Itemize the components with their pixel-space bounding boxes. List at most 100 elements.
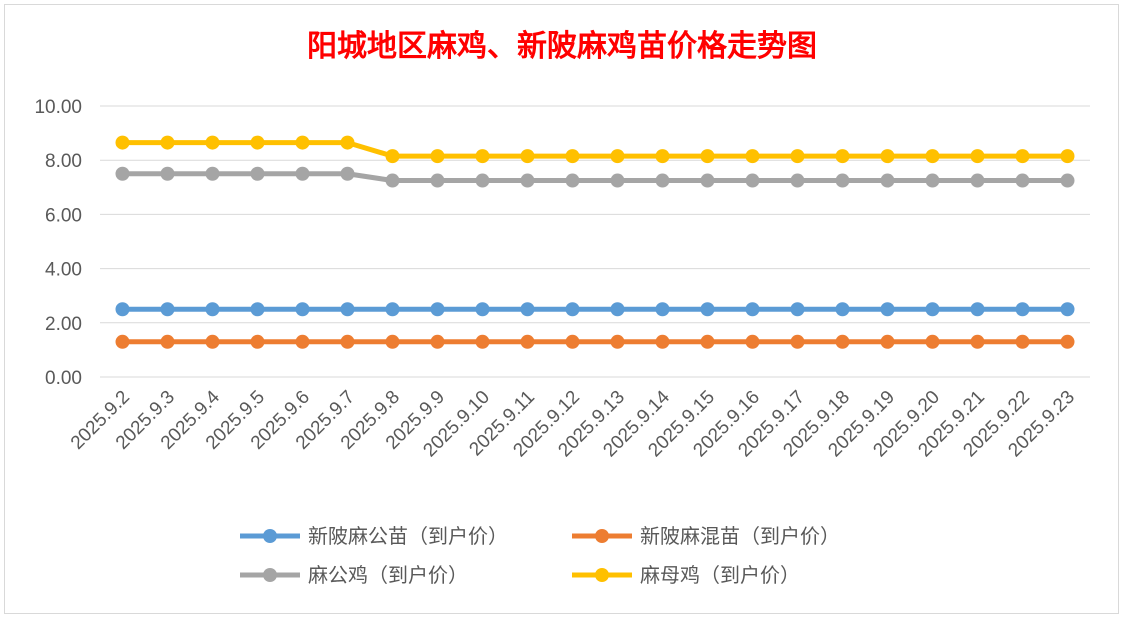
- data-point: [160, 166, 175, 181]
- data-point: [925, 173, 940, 188]
- legend-item: 新陂麻混苗（到户价）: [572, 524, 840, 548]
- data-point: [700, 334, 715, 349]
- data-point: [1015, 302, 1030, 317]
- legend-swatch-marker: [263, 529, 277, 543]
- data-point: [430, 149, 445, 164]
- y-tick-label: 2.00: [45, 314, 82, 335]
- legend-swatch-marker: [595, 568, 609, 582]
- data-point: [970, 149, 985, 164]
- data-point: [475, 302, 490, 317]
- data-point: [520, 334, 535, 349]
- data-point: [880, 149, 895, 164]
- data-point: [340, 135, 355, 150]
- data-point: [745, 302, 760, 317]
- data-point: [610, 149, 625, 164]
- data-point: [205, 334, 220, 349]
- series-line: [122, 171, 1068, 184]
- series-1: [115, 334, 1075, 349]
- data-point: [745, 173, 760, 188]
- data-point: [790, 334, 805, 349]
- grid: [100, 105, 1090, 378]
- data-point: [925, 149, 940, 164]
- series-0: [115, 302, 1075, 317]
- data-point: [340, 334, 355, 349]
- data-point: [385, 173, 400, 188]
- x-axis-ticks: 2025.9.22025.9.32025.9.42025.9.52025.9.6…: [67, 386, 1079, 461]
- data-point: [790, 173, 805, 188]
- y-axis-ticks: 0.00 2.00 4.00 6.00 8.00 10.00: [34, 97, 82, 389]
- data-point: [205, 302, 220, 317]
- y-tick-label: 6.00: [45, 205, 82, 226]
- data-point: [115, 302, 130, 317]
- data-point: [385, 334, 400, 349]
- data-point: [250, 166, 265, 181]
- data-point: [340, 166, 355, 181]
- y-tick-label: 0.00: [45, 368, 82, 389]
- data-point: [520, 302, 535, 317]
- data-point: [565, 149, 580, 164]
- data-point: [115, 135, 130, 150]
- data-point: [205, 166, 220, 181]
- data-point: [1015, 149, 1030, 164]
- data-point: [790, 149, 805, 164]
- legend-label: 新陂麻公苗（到户价）: [308, 524, 508, 548]
- data-point: [340, 302, 355, 317]
- data-point: [430, 334, 445, 349]
- data-point: [790, 302, 805, 317]
- data-point: [655, 334, 670, 349]
- data-point: [475, 149, 490, 164]
- data-point: [1015, 334, 1030, 349]
- series-3: [115, 135, 1075, 164]
- data-point: [160, 135, 175, 150]
- y-tick-label: 8.00: [45, 151, 82, 172]
- y-tick-label: 4.00: [45, 260, 82, 281]
- data-point: [880, 334, 895, 349]
- legend-item: 麻母鸡（到户价）: [572, 563, 800, 587]
- series-line: [122, 140, 1068, 159]
- data-point: [610, 334, 625, 349]
- data-point: [565, 302, 580, 317]
- data-point: [925, 334, 940, 349]
- data-point: [655, 302, 670, 317]
- data-point: [295, 334, 310, 349]
- data-point: [295, 166, 310, 181]
- data-point: [835, 302, 850, 317]
- legend-swatch-marker: [595, 529, 609, 543]
- legend-swatch-marker: [263, 568, 277, 582]
- y-tick-label: 10.00: [34, 97, 82, 118]
- data-point: [115, 334, 130, 349]
- legend-label: 麻母鸡（到户价）: [640, 563, 800, 587]
- series-lines: [115, 135, 1075, 349]
- data-point: [700, 149, 715, 164]
- data-point: [1015, 173, 1030, 188]
- data-point: [385, 302, 400, 317]
- data-point: [160, 302, 175, 317]
- series-2: [115, 166, 1075, 188]
- data-point: [880, 302, 895, 317]
- data-point: [1060, 149, 1075, 164]
- data-point: [745, 149, 760, 164]
- data-point: [925, 302, 940, 317]
- data-point: [835, 173, 850, 188]
- data-point: [745, 334, 760, 349]
- data-point: [250, 302, 265, 317]
- data-point: [295, 135, 310, 150]
- data-point: [250, 135, 265, 150]
- data-point: [970, 334, 985, 349]
- data-point: [565, 334, 580, 349]
- data-point: [880, 173, 895, 188]
- data-point: [970, 173, 985, 188]
- chart-title: 阳城地区麻鸡、新陂麻鸡苗价格走势图: [307, 29, 817, 64]
- data-point: [655, 173, 670, 188]
- data-point: [430, 302, 445, 317]
- data-point: [205, 135, 220, 150]
- data-point: [430, 173, 445, 188]
- legend-label: 新陂麻混苗（到户价）: [640, 524, 840, 548]
- data-point: [835, 334, 850, 349]
- data-point: [700, 302, 715, 317]
- data-point: [610, 302, 625, 317]
- data-point: [970, 302, 985, 317]
- data-point: [520, 173, 535, 188]
- data-point: [250, 334, 265, 349]
